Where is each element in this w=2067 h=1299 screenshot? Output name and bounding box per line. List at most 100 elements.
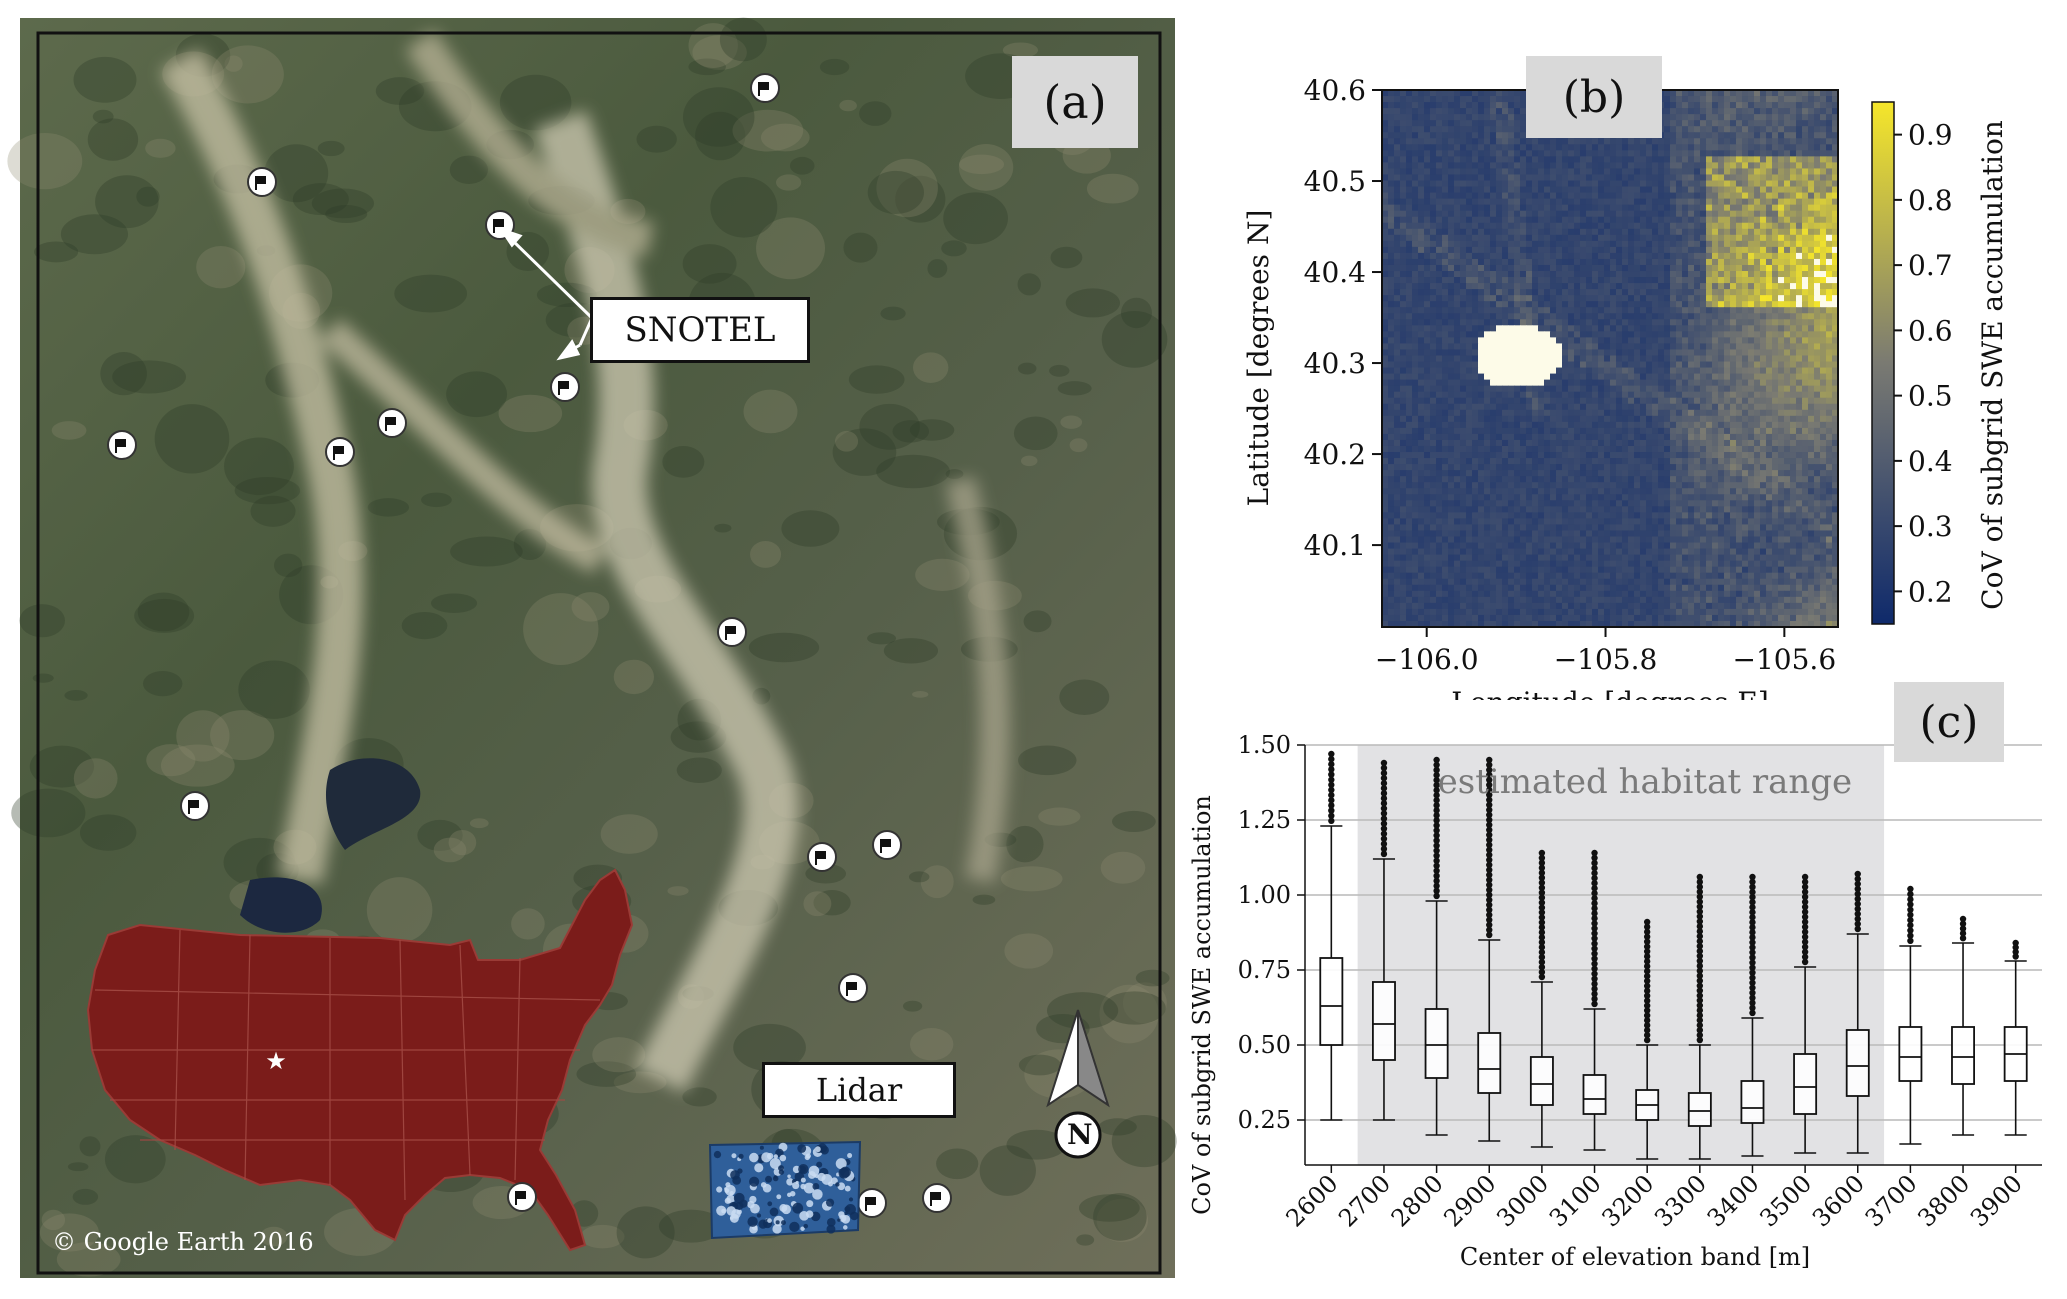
- colorbar-ticks: 0.20.30.40.50.60.70.80.9: [1894, 119, 1953, 609]
- iqr-box: [1794, 1054, 1816, 1114]
- colorbar-tick-label: 0.3: [1908, 510, 1953, 543]
- heatmap-y-tick-label: 40.3: [1304, 347, 1366, 380]
- outlier-point: [1749, 874, 1755, 880]
- boxplot-y-tick-label: 1.50: [1238, 731, 1291, 759]
- box-2600: [1320, 751, 1342, 1120]
- boxplot-y-tick-label: 0.25: [1238, 1106, 1291, 1134]
- panel-c-label: (c): [1920, 697, 1979, 748]
- snotel-site-icon: [508, 1183, 536, 1211]
- boxplot-x-tick-label: 2600: [1281, 1169, 1344, 1232]
- outlier-point: [1328, 751, 1334, 757]
- outlier-point: [1381, 760, 1387, 766]
- boxplot-x-tick-label: 3200: [1596, 1169, 1659, 1232]
- outlier-point: [1591, 850, 1597, 856]
- snotel-site-icon: [751, 74, 779, 102]
- heatmap-y-label: Latitude [degrees N]: [1242, 210, 1275, 507]
- snotel-site-icon: [858, 1189, 886, 1217]
- snotel-site-icon: [108, 431, 136, 459]
- iqr-box: [1426, 1009, 1448, 1078]
- box-3700: [1899, 886, 1921, 1144]
- outlier-point: [1697, 874, 1703, 880]
- snotel-label-box: SNOTEL: [590, 297, 810, 363]
- colorbar-tick-label: 0.2: [1908, 575, 1953, 608]
- colorbar-tick-label: 0.8: [1908, 184, 1953, 217]
- snotel-site-icon: [839, 974, 867, 1002]
- snotel-site-icon: [808, 843, 836, 871]
- snotel-site-icon: [378, 409, 406, 437]
- boxplot-y-tick-label: 0.75: [1238, 956, 1291, 984]
- lidar-label: Lidar: [816, 1071, 902, 1109]
- heatmap-x-tick-label: −105.8: [1554, 643, 1658, 676]
- colorbar-tick-label: 0.5: [1908, 380, 1953, 413]
- heatmap-y-tick-label: 40.4: [1304, 256, 1366, 289]
- boxplot-x-tick-label: 3300: [1649, 1169, 1712, 1232]
- boxplot-x-label: Center of elevation band [m]: [1460, 1243, 1810, 1271]
- snotel-site-icon: [326, 438, 354, 466]
- outlier-point: [2012, 940, 2018, 946]
- iqr-box: [1478, 1033, 1500, 1093]
- satellite-map: ★: [0, 0, 1180, 1295]
- iqr-box: [1952, 1027, 1974, 1084]
- iqr-box: [1847, 1030, 1869, 1096]
- boxplot-x-tick-label: 3500: [1754, 1169, 1817, 1232]
- habitat-range-label: estimated habitat range: [1438, 762, 1853, 802]
- snotel-site-icon: [551, 373, 579, 401]
- iqr-box: [1689, 1093, 1711, 1126]
- snotel-site-icon: [923, 1184, 951, 1212]
- heatmap-x-ticks: −106.0 −105.8 −105.6: [1375, 627, 1836, 676]
- google-earth-credit: © Google Earth 2016: [52, 1228, 314, 1256]
- snotel-site-icon: [873, 831, 901, 859]
- panel-a-label: (a): [1043, 75, 1106, 129]
- boxplot-y-tick-label: 1.25: [1238, 806, 1291, 834]
- heatmap-y-ticks: 40.1 40.2 40.3 40.4 40.5 40.6: [1304, 74, 1382, 562]
- colorado-star-icon: ★: [265, 1047, 287, 1075]
- iqr-box: [1899, 1027, 1921, 1081]
- iqr-box: [1583, 1075, 1605, 1114]
- boxplot-x-tick-label: 2700: [1333, 1169, 1396, 1232]
- boxplot-x-tick-label: 3900: [1965, 1169, 2028, 1232]
- outlier-point: [1907, 886, 1913, 892]
- boxplot-x-tick-label: 2800: [1386, 1169, 1449, 1232]
- heatmap-y-tick-label: 40.2: [1304, 438, 1366, 471]
- boxplot-x-tick-label: 3700: [1860, 1169, 1923, 1232]
- box-3900: [2005, 940, 2027, 1135]
- heatmap-y-tick-label: 40.1: [1304, 529, 1366, 562]
- boxplot-x-tick-label: 3800: [1912, 1169, 1975, 1232]
- colorbar-label: CoV of subgrid SWE accumulation: [1976, 120, 2009, 610]
- boxplot-x-tick-label: 2900: [1439, 1169, 1502, 1232]
- boxplot-y-tick-label: 1.00: [1238, 881, 1291, 909]
- heatmap-x-tick-label: −106.0: [1375, 643, 1479, 676]
- heatmap-cells: [1382, 90, 1839, 628]
- boxplot-x-tick-label: 3600: [1807, 1169, 1870, 1232]
- outlier-point: [1644, 919, 1650, 925]
- iqr-box: [1741, 1081, 1763, 1123]
- snotel-label: SNOTEL: [625, 310, 776, 350]
- heatmap-y-tick-label: 40.6: [1304, 74, 1366, 107]
- panel-a-label-box: (a): [1012, 56, 1138, 148]
- colorbar-tick-label: 0.7: [1908, 249, 1953, 282]
- iqr-box: [1373, 982, 1395, 1060]
- boxplot-x-tick-label: 3400: [1702, 1169, 1765, 1232]
- boxplot-y-tick-label: 0.50: [1238, 1031, 1291, 1059]
- heatmap-x-tick-label: −105.6: [1733, 643, 1837, 676]
- outlier-point: [1802, 874, 1808, 880]
- snotel-site-icon: [248, 168, 276, 196]
- panel-a-map: ★ (a) SNOTEL Lidar N © Go: [0, 0, 1180, 1295]
- colorbar-tick-label: 0.9: [1908, 119, 1953, 152]
- colorbar-tick-label: 0.4: [1908, 445, 1953, 478]
- boxplot-x-tick-label: 3000: [1491, 1169, 1554, 1232]
- heatmap-y-tick-label: 40.5: [1304, 165, 1366, 198]
- lidar-label-box: Lidar: [762, 1062, 956, 1118]
- outlier-point: [1539, 850, 1545, 856]
- boxplot-chart: 2600270028002900300031003200330034003500…: [1180, 680, 2067, 1295]
- north-label: N: [1067, 1118, 1093, 1151]
- boxplot-x-tick-label: 3100: [1544, 1169, 1607, 1232]
- colorbar: [1872, 102, 1894, 624]
- boxplot-y-ticks: 0.25 0.50 0.75 1.00 1.25 1.50: [1238, 731, 1305, 1134]
- snotel-site-icon: [718, 618, 746, 646]
- iqr-box: [1531, 1057, 1553, 1105]
- lidar-coverage-patch: [710, 1142, 860, 1238]
- outlier-point: [1960, 916, 1966, 922]
